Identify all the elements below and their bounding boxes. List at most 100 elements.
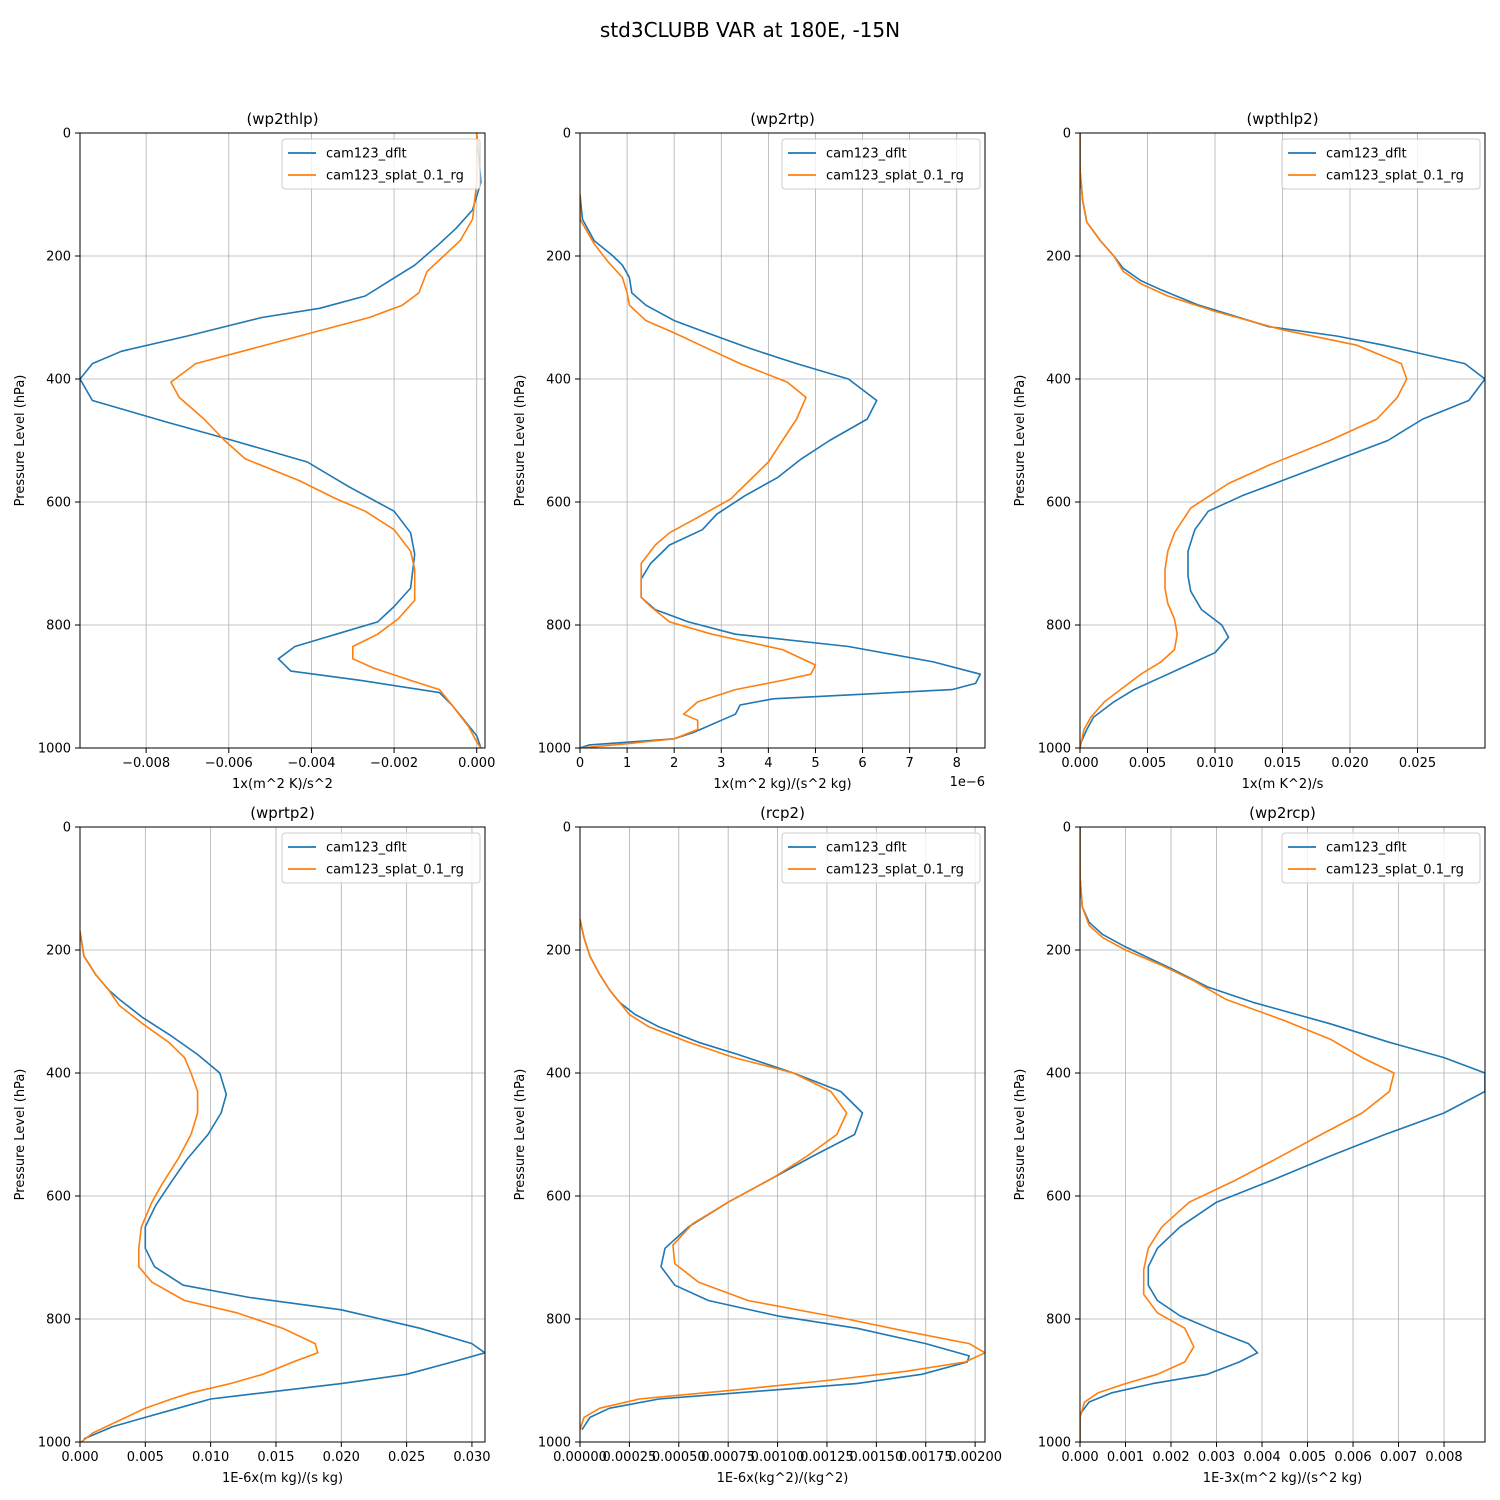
x-tick-label: 0.010 xyxy=(192,1450,229,1465)
legend: cam123_dflt cam123_splat_0.1_rg xyxy=(1281,832,1481,884)
y-tick-label: 1000 xyxy=(1038,1436,1071,1451)
x-tick-label: 0.005 xyxy=(1129,756,1166,771)
legend-label: cam123_dflt xyxy=(826,841,907,856)
x-tick-label: 0.000 xyxy=(1061,1450,1098,1465)
legend: cam123_dflt cam123_splat_0.1_rg xyxy=(781,138,981,190)
legend: cam123_dflt cam123_splat_0.1_rg xyxy=(281,138,481,190)
series-line-cam123_dflt xyxy=(580,919,971,1431)
series-line-cam123_splat_0.1_rg xyxy=(580,194,817,748)
axes-frame xyxy=(79,132,486,749)
x-tick-label: 0.00000 xyxy=(553,1450,607,1465)
legend-box xyxy=(281,138,481,190)
legend-label: cam123_splat_0.1_rg xyxy=(326,863,464,878)
x-tick-label: 7 xyxy=(906,756,914,771)
legend-label: cam123_splat_0.1_rg xyxy=(1326,169,1464,184)
legend-label: cam123_dflt xyxy=(1326,841,1407,856)
x-axis-label: 1x(m^2 kg)/(s^2 kg) xyxy=(713,777,851,792)
legend-box xyxy=(1281,832,1481,884)
subplot-title: (wp2thlp) xyxy=(246,110,318,128)
y-tick-label: 600 xyxy=(46,1190,71,1205)
subplot-3: 0.000 0.005 0.010 0.015 0.020 0.025 0 200 400 600… xyxy=(1013,110,1486,792)
series-line-cam123_dflt xyxy=(80,931,485,1440)
series-line-cam123_splat_0.1_rg xyxy=(1080,133,1408,748)
x-tick-label: 0.005 xyxy=(127,1450,164,1465)
y-tick-label: 600 xyxy=(1046,1190,1071,1205)
y-axis-label: Pressure Level (hPa) xyxy=(513,1069,528,1201)
subplot-title: (rcp2) xyxy=(760,804,805,822)
y-tick-label: 200 xyxy=(46,944,71,959)
y-tick-label: 400 xyxy=(546,373,571,388)
subplot-title: (wpthlp2) xyxy=(1246,110,1318,128)
y-tick-label: 600 xyxy=(546,1190,571,1205)
x-tick-label: 0.010 xyxy=(1196,756,1233,771)
subplot-4: 0.000 0.005 0.010 0.015 0.020 0.025 0.030 0 200 4… xyxy=(13,804,491,1486)
axes-frame xyxy=(579,826,986,1443)
x-tick-label: 0.008 xyxy=(1425,1450,1462,1465)
axes-frame xyxy=(1079,826,1486,1443)
y-tick-label: 800 xyxy=(546,1313,571,1328)
subplot-grid: −0.008 −0.006 −0.004 −0.002 0.00002004006008… xyxy=(13,110,1486,1486)
legend-label: cam123_dflt xyxy=(1326,147,1407,162)
y-axis-label: Pressure Level (hPa) xyxy=(13,375,28,507)
x-tick-label: 0.025 xyxy=(1399,756,1436,771)
y-tick-label: 1000 xyxy=(1038,742,1071,757)
y-tick-label: 400 xyxy=(46,1067,71,1082)
x-tick-label: 0.00050 xyxy=(652,1450,706,1465)
y-axis-label: Pressure Level (hPa) xyxy=(1013,1069,1028,1201)
y-tick-label: 1000 xyxy=(38,742,71,757)
x-tick-label: 0.00150 xyxy=(849,1450,903,1465)
legend-box xyxy=(1281,138,1481,190)
x-tick-label: 1 xyxy=(623,756,631,771)
y-tick-label: 1000 xyxy=(38,1436,71,1451)
series-line-cam123_splat_0.1_rg xyxy=(1080,827,1395,1442)
y-tick-label: 0 xyxy=(1063,821,1071,836)
y-tick-label: 400 xyxy=(1046,1067,1071,1082)
x-tick-label: 0.030 xyxy=(453,1450,490,1465)
x-axis-label: 1E-6x(m kg)/(s kg) xyxy=(222,1471,343,1486)
figure-title: std3CLUBB VAR at 180E, -15N xyxy=(600,18,900,42)
series-line-cam123_splat_0.1_rg xyxy=(170,133,482,748)
legend: cam123_dflt cam123_splat_0.1_rg xyxy=(281,832,481,884)
legend-box xyxy=(781,138,981,190)
y-tick-label: 1000 xyxy=(538,742,571,757)
legend-label: cam123_splat_0.1_rg xyxy=(326,169,464,184)
x-tick-label: 0.001 xyxy=(1107,1450,1144,1465)
series-line-cam123_splat_0.1_rg xyxy=(580,919,985,1430)
x-tick-label: 0.00125 xyxy=(800,1450,854,1465)
x-tick-label: −0.008 xyxy=(122,756,170,771)
y-tick-label: 400 xyxy=(46,373,71,388)
y-tick-label: 600 xyxy=(1046,496,1071,511)
x-tick-label: 0.003 xyxy=(1198,1450,1235,1465)
y-tick-label: 800 xyxy=(46,1313,71,1328)
y-tick-label: 0 xyxy=(63,821,71,836)
y-axis-label: Pressure Level (hPa) xyxy=(513,375,528,507)
x-tick-label: −0.006 xyxy=(205,756,253,771)
x-axis-label: 1E-3x(m^2 kg)/(s^2 kg) xyxy=(1203,1471,1362,1486)
legend-label: cam123_dflt xyxy=(826,147,907,162)
legend-label: cam123_dflt xyxy=(326,841,407,856)
y-tick-label: 0 xyxy=(1063,127,1071,142)
y-tick-label: 400 xyxy=(546,1067,571,1082)
y-tick-label: 400 xyxy=(1046,373,1071,388)
y-tick-label: 200 xyxy=(1046,944,1071,959)
y-tick-label: 600 xyxy=(546,496,571,511)
series-line-cam123_splat_0.1_rg xyxy=(80,931,319,1442)
legend: cam123_dflt cam123_splat_0.1_rg xyxy=(781,832,981,884)
x-tick-label: 2 xyxy=(670,756,678,771)
subplot-1: −0.008 −0.006 −0.004 −0.002 0.000 0 200 400 600 8… xyxy=(13,110,495,792)
x-axis-label: 1x(m^2 K)/s^2 xyxy=(232,777,333,792)
x-tick-label: 5 xyxy=(811,756,819,771)
x-tick-label: −0.004 xyxy=(287,756,335,771)
y-axis-label: Pressure Level (hPa) xyxy=(13,1069,28,1201)
legend-label: cam123_splat_0.1_rg xyxy=(826,863,964,878)
axes-frame xyxy=(579,132,986,749)
x-tick-label: 0.015 xyxy=(1264,756,1301,771)
subplot-title: (wprtp2) xyxy=(250,804,315,822)
legend-label: cam123_dflt xyxy=(326,147,407,162)
x-axis-label: 1E-6x(kg^2)/(kg^2) xyxy=(717,1471,849,1486)
y-tick-label: 0 xyxy=(63,127,71,142)
legend-label: cam123_splat_0.1_rg xyxy=(1326,863,1464,878)
legend-box xyxy=(281,832,481,884)
y-tick-label: 800 xyxy=(546,619,571,634)
